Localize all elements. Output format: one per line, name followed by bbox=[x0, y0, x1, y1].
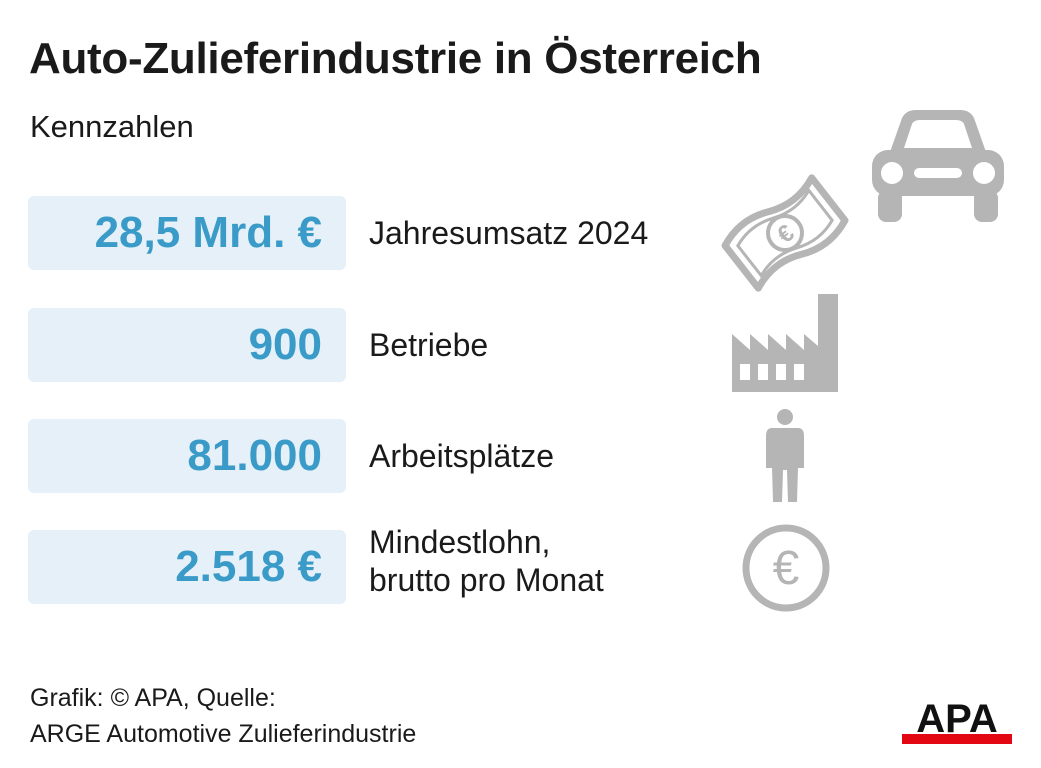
stat-row-minwage: 2.518 € Mindestlohn, brutto pro Monat bbox=[28, 524, 708, 604]
page-subtitle: Kennzahlen bbox=[30, 109, 194, 144]
stat-label-revenue: Jahresumsatz 2024 bbox=[369, 215, 649, 251]
svg-text:€: € bbox=[773, 542, 800, 595]
stat-row-companies: 900 Betriebe bbox=[28, 308, 708, 382]
stat-value-jobs: 81.000 bbox=[28, 419, 346, 493]
stat-row-jobs: 81.000 Arbeitsplätze bbox=[28, 419, 708, 493]
page-title: Auto-Zulieferindustrie in Österreich bbox=[29, 34, 762, 83]
stat-label-minwage: Mindestlohn, brutto pro Monat bbox=[369, 524, 604, 598]
stat-value-minwage: 2.518 € bbox=[28, 530, 346, 604]
apa-logo-text: APA bbox=[916, 698, 997, 741]
car-icon bbox=[872, 110, 1004, 222]
person-icon bbox=[766, 409, 804, 502]
stat-label-companies: Betriebe bbox=[369, 327, 489, 363]
stat-row-revenue: 28,5 Mrd. € Jahresumsatz 2024 bbox=[28, 196, 708, 270]
factory-icon bbox=[732, 294, 838, 392]
stat-value-companies: 900 bbox=[28, 308, 346, 382]
source-credit: Grafik: © APA, Quelle: ARGE Automotive Z… bbox=[30, 684, 417, 748]
stat-label-jobs: Arbeitsplätze bbox=[369, 438, 554, 474]
apa-logo: APA bbox=[902, 698, 1012, 744]
euro-coin-icon: € bbox=[742, 524, 830, 612]
stat-value-revenue: 28,5 Mrd. € bbox=[28, 196, 346, 270]
banknote-euro-icon: € bbox=[721, 174, 849, 292]
